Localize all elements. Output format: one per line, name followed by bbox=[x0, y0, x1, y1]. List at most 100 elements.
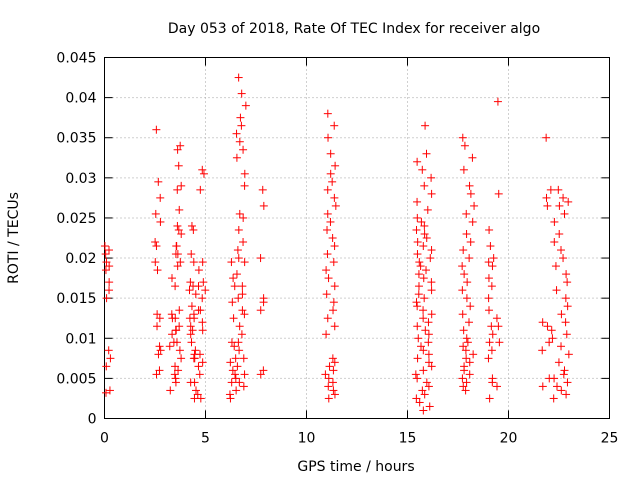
data-point bbox=[462, 334, 471, 343]
data-point bbox=[105, 262, 114, 271]
data-point bbox=[495, 338, 504, 347]
data-point bbox=[460, 141, 469, 150]
data-point bbox=[414, 334, 423, 343]
data-point bbox=[488, 374, 497, 383]
data-point bbox=[542, 133, 551, 142]
data-point bbox=[413, 213, 422, 222]
data-point bbox=[326, 217, 335, 226]
x-tick-label: 5 bbox=[201, 431, 210, 447]
data-point bbox=[562, 270, 571, 279]
data-point bbox=[105, 286, 114, 295]
data-point bbox=[557, 246, 566, 255]
data-point bbox=[177, 181, 186, 190]
data-point bbox=[199, 169, 208, 178]
data-point bbox=[152, 370, 161, 379]
data-point bbox=[422, 378, 431, 387]
data-point bbox=[156, 193, 165, 202]
data-point bbox=[563, 302, 572, 311]
data-point bbox=[234, 254, 243, 263]
data-point bbox=[548, 334, 557, 343]
data-point bbox=[547, 326, 556, 335]
data-point bbox=[330, 193, 339, 202]
data-point bbox=[412, 298, 421, 307]
data-point bbox=[187, 221, 196, 230]
data-point bbox=[152, 125, 161, 134]
data-point bbox=[462, 354, 471, 363]
data-point bbox=[232, 386, 241, 395]
data-point bbox=[420, 221, 429, 230]
data-point bbox=[424, 318, 433, 327]
data-point bbox=[425, 358, 434, 367]
data-point bbox=[194, 282, 203, 291]
data-point bbox=[198, 326, 207, 335]
data-point bbox=[427, 246, 436, 255]
data-point bbox=[557, 342, 566, 351]
data-point bbox=[201, 286, 210, 295]
data-point bbox=[239, 354, 248, 363]
data-point bbox=[153, 322, 162, 331]
data-point bbox=[552, 382, 561, 391]
data-point bbox=[102, 294, 111, 303]
data-point bbox=[198, 318, 207, 327]
x-tick-label: 0 bbox=[100, 431, 109, 447]
data-point bbox=[321, 370, 330, 379]
data-point bbox=[326, 169, 335, 178]
data-point bbox=[413, 157, 422, 166]
data-point bbox=[463, 338, 472, 347]
data-point bbox=[493, 97, 502, 106]
y-axis-label: ROTI / TECUs bbox=[6, 192, 22, 284]
data-point bbox=[411, 370, 420, 379]
data-point bbox=[459, 246, 468, 255]
data-point bbox=[485, 306, 494, 315]
data-point bbox=[175, 346, 184, 355]
data-point bbox=[331, 161, 340, 170]
data-point bbox=[466, 302, 475, 311]
data-point bbox=[419, 406, 428, 415]
data-point bbox=[465, 358, 474, 367]
data-point bbox=[465, 181, 474, 190]
data-point bbox=[465, 370, 474, 379]
data-point bbox=[176, 258, 185, 267]
data-point bbox=[484, 274, 493, 283]
data-point bbox=[555, 229, 564, 238]
data-point bbox=[235, 322, 244, 331]
x-tick-label: 15 bbox=[399, 431, 417, 447]
data-point bbox=[328, 378, 337, 387]
data-point bbox=[190, 378, 199, 387]
y-tick-label: 0.03 bbox=[65, 171, 96, 187]
x-tick-label: 25 bbox=[601, 431, 619, 447]
data-point bbox=[416, 342, 425, 351]
data-point bbox=[554, 185, 563, 194]
data-point bbox=[328, 234, 337, 242]
data-point bbox=[323, 109, 332, 118]
data-point bbox=[330, 121, 339, 130]
data-point bbox=[240, 258, 249, 267]
data-point bbox=[188, 326, 197, 335]
data-point bbox=[330, 390, 339, 399]
data-point bbox=[324, 274, 333, 283]
data-point bbox=[422, 234, 431, 242]
data-point bbox=[171, 374, 180, 383]
axis-ticks: 0 0.005 0.01 0.015 0.02 0.025 0.03 0.035 0.04 0.0… bbox=[56, 51, 618, 447]
data-point bbox=[102, 258, 111, 267]
data-point bbox=[237, 330, 246, 339]
data-point bbox=[551, 262, 560, 271]
data-point bbox=[168, 274, 177, 283]
data-point bbox=[171, 282, 180, 291]
data-point bbox=[330, 282, 339, 291]
data-point bbox=[323, 209, 332, 218]
data-point bbox=[416, 262, 425, 271]
data-point bbox=[186, 278, 195, 287]
data-point bbox=[198, 165, 207, 174]
data-point bbox=[459, 165, 468, 174]
data-point bbox=[419, 242, 428, 251]
data-point bbox=[166, 386, 175, 395]
data-point bbox=[105, 246, 114, 255]
data-point bbox=[235, 137, 244, 146]
data-point bbox=[195, 370, 204, 379]
data-point bbox=[154, 350, 163, 359]
data-point bbox=[550, 374, 559, 383]
y-tick-label: 0.02 bbox=[65, 251, 96, 267]
data-point bbox=[466, 189, 475, 198]
